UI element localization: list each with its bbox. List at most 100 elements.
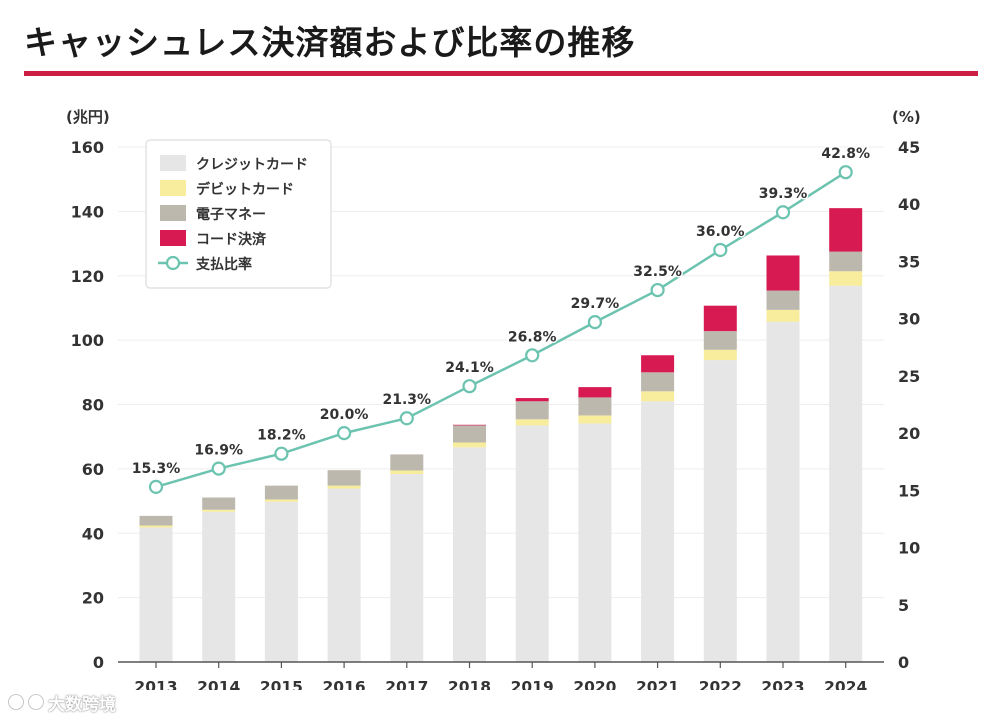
ratio-point [713,242,728,258]
y-right-tick-label: 10 [898,539,920,558]
x-tick-label: 2019 [511,678,554,690]
bar-segment-2 [453,442,486,448]
legend-box [145,139,332,289]
x-tick-label: 2017 [385,678,428,690]
chart-title: キャッシュレス決済額および比率の推移 [24,23,636,62]
ratio-data-label: 39.3% [759,186,808,202]
ratio-point [525,348,540,363]
bar-segment-2 [264,499,298,502]
y-right-tick-label: 45 [898,138,920,157]
ratio-data-label: 32.5% [633,264,682,280]
bar-segment-2 [578,415,612,424]
bar-segment-2 [829,271,863,286]
x-tick-label: 2016 [323,678,366,690]
watermark-logo-icon [8,694,44,710]
bar-segment-3 [641,372,675,392]
bar-segment-3 [703,331,737,350]
ratio-data-label: 36.0% [696,224,745,240]
bar-segment-1 [578,423,612,662]
y-right-tick-label: 15 [898,481,920,500]
ratio-point [838,165,853,180]
x-tick-label: 2018 [448,678,491,690]
bar-segment-3 [453,425,486,443]
legend-label: クレジットカード [196,157,308,173]
bar-segment-1 [703,360,737,662]
ratio-data-label: 42.8% [821,146,870,162]
ratio-point [211,461,226,476]
bar-segment-2 [390,470,424,475]
bar-segment-2 [766,309,800,322]
bar-segment-2 [641,391,675,402]
ratio-point [274,446,289,461]
y-right-unit-label: (%) [892,108,921,126]
ratio-data-label: 24.1% [445,360,494,376]
ratio-point [587,315,603,330]
y-left-unit-label: (兆円) [66,108,110,126]
x-tick-label: 2015 [260,678,303,690]
bar-segment-4 [641,355,675,373]
legend-swatch [160,230,186,246]
bar-segment-4 [829,208,863,252]
watermark: 大数跨境 [8,690,148,715]
x-tick-label: 2021 [636,678,679,690]
bar-segment-3 [829,251,863,272]
bar-segment-3 [390,454,424,471]
bar-segment-1 [453,447,486,662]
ratio-point [650,282,665,298]
legend-swatch [160,180,186,196]
ratio-data-label: 29.7% [571,296,620,312]
ratio-point [462,379,477,394]
x-tick-label: 2023 [761,678,804,690]
x-tick-label: 2022 [699,678,742,690]
bar-segment-1 [327,488,361,662]
legend-label: コード決済 [196,231,267,248]
ratio-data-label: 15.3% [132,461,181,477]
bar-segment-4 [515,398,549,402]
legend-label: 電子マネー [196,206,266,223]
bar-segment-2 [202,509,236,512]
legend-label: 支払比率 [195,256,252,273]
bar-segment-3 [202,497,236,510]
bar-segment-1 [139,527,173,662]
ratio-point [399,411,414,426]
bar-segment-3 [139,515,173,526]
y-left-tick-label: 160 [71,138,104,157]
ratio-point [148,479,164,494]
watermark-text: 大数跨境 [48,695,116,715]
y-right-tick-label: 30 [898,310,920,329]
x-tick-label: 2014 [197,678,240,690]
bar-segment-1 [202,511,236,662]
bar-segment-1 [641,401,675,662]
y-left-tick-label: 20 [82,589,104,608]
bar-segment-4 [578,387,612,398]
bar-segment-2 [515,419,549,426]
bar-segment-1 [515,425,549,662]
legend-swatch [160,205,186,221]
bar-segment-3 [264,485,298,500]
bar-segment-1 [766,321,800,662]
y-left-tick-label: 40 [82,524,104,543]
ratio-data-label: 16.9% [194,443,243,459]
y-right-tick-label: 20 [898,424,920,443]
y-left-tick-label: 0 [93,653,104,672]
y-right-tick-label: 5 [898,596,909,615]
ratio-data-label: 26.8% [508,329,557,345]
bar-segment-3 [327,470,361,486]
bar-segment-4 [453,424,486,426]
bar-segment-1 [829,285,863,662]
y-right-tick-label: 40 [898,195,920,214]
bar-segment-2 [703,349,737,361]
bar-segment-4 [766,255,800,291]
legend-label: デビットカード [196,181,294,198]
y-right-tick-label: 35 [898,252,920,271]
ratio-point [775,205,791,220]
bar-segment-1 [264,501,298,662]
ratio-data-label: 21.3% [383,392,432,408]
bar-segment-3 [578,397,612,416]
bar-segment-3 [766,290,800,310]
legend-swatch [160,155,186,171]
y-left-tick-label: 100 [71,331,104,350]
bar-segment-3 [515,401,549,420]
y-left-tick-label: 140 [71,202,104,221]
y-left-tick-label: 60 [82,460,104,479]
